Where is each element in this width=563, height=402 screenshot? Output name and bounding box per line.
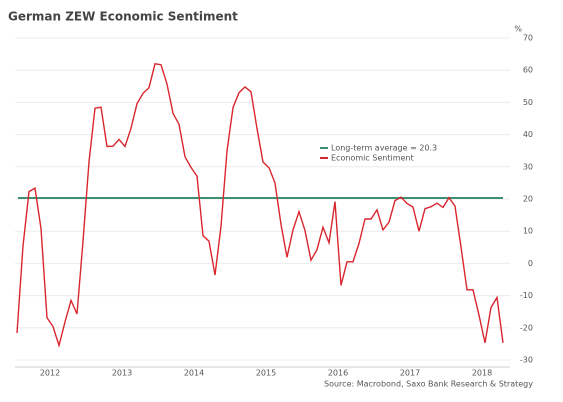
line-series (16, 63, 504, 349)
y-tick-label: 70 (523, 34, 533, 43)
x-tick-label: 2012 (40, 369, 60, 378)
legend-label: Economic Sentiment (331, 154, 414, 163)
chart-title: German ZEW Economic Sentiment (8, 10, 238, 24)
x-tick-label: 2017 (400, 369, 420, 378)
y-tick-label: 20 (523, 195, 533, 204)
y-tick-label: 0 (528, 259, 533, 268)
y-tick-label: -10 (520, 291, 533, 300)
x-tick-label: 2013 (112, 369, 132, 378)
y-tick-label: 50 (523, 98, 533, 107)
y-tick-label: 30 (523, 162, 533, 171)
y-unit: % (514, 25, 522, 34)
x-tick-label: 2015 (256, 369, 276, 378)
x-tick-label: 2016 (328, 369, 348, 378)
source: Source: Macrobond, Saxo Bank Research & … (324, 380, 533, 389)
x-tick-label: 2014 (184, 369, 204, 378)
y-tick-label: 60 (523, 66, 533, 75)
y-tick-label: -20 (520, 323, 533, 332)
x-tick-label: 2018 (472, 369, 492, 378)
legend-label: Long-term average = 20.3 (331, 144, 437, 153)
y-tick-label: 10 (523, 227, 533, 236)
y-tick-label: -30 (520, 356, 533, 365)
y-tick-label: 40 (523, 130, 533, 139)
